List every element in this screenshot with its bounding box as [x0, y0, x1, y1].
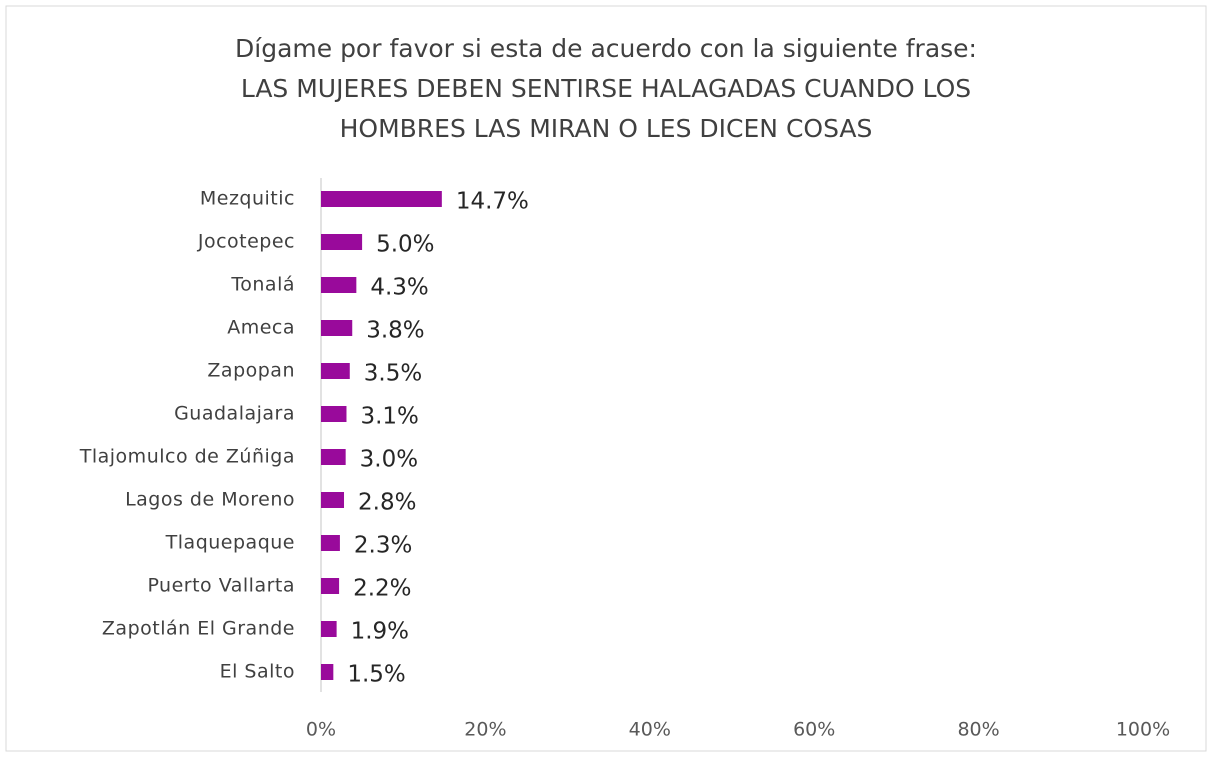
data-label: 3.5% — [364, 361, 422, 387]
x-tick-label: 40% — [629, 719, 671, 741]
bar — [321, 449, 346, 465]
data-label: 3.8% — [366, 318, 424, 344]
data-label: 5.0% — [376, 232, 434, 258]
y-tick-label: Jocotepec — [197, 231, 295, 253]
y-tick-label: Tlaquepaque — [165, 532, 295, 554]
data-label: 2.3% — [354, 533, 412, 559]
bar — [321, 320, 353, 336]
x-tick-label: 100% — [1116, 719, 1170, 741]
bar — [321, 234, 363, 250]
bar — [321, 492, 345, 508]
x-tick-label: 20% — [464, 719, 506, 741]
bar — [321, 578, 340, 594]
y-tick-label: Zapotlán El Grande — [102, 618, 295, 640]
bar — [321, 664, 334, 680]
chart-frame — [5, 5, 1207, 752]
y-tick-label: Mezquitic — [200, 188, 295, 210]
x-tick-label: 60% — [793, 719, 835, 741]
data-label: 3.1% — [360, 404, 418, 430]
chart-title: Dígame por favor si esta de acuerdo con … — [235, 34, 977, 63]
y-tick-label: Zapopan — [207, 360, 295, 382]
bar — [321, 277, 357, 293]
bar — [321, 406, 347, 422]
x-tick-label: 0% — [306, 719, 336, 741]
y-tick-label: Puerto Vallarta — [147, 575, 295, 597]
bar — [321, 621, 337, 637]
bar — [321, 363, 350, 379]
y-tick-label: Lagos de Moreno — [125, 489, 295, 511]
bar — [321, 535, 340, 551]
data-label: 2.8% — [358, 490, 416, 516]
y-tick-label: El Salto — [220, 661, 295, 683]
y-tick-label: Tlajomulco de Zúñiga — [79, 446, 295, 468]
data-label: 1.5% — [347, 662, 405, 688]
x-tick-label: 80% — [957, 719, 999, 741]
data-label: 14.7% — [456, 189, 529, 215]
chart-title: HOMBRES LAS MIRAN O LES DICEN COSAS — [340, 114, 873, 143]
bar — [321, 191, 442, 207]
y-tick-label: Tonalá — [230, 274, 295, 296]
data-label: 2.2% — [353, 576, 411, 602]
data-label: 1.9% — [351, 619, 409, 645]
y-tick-label: Ameca — [227, 317, 295, 339]
data-label: 3.0% — [360, 447, 418, 473]
data-label: 4.3% — [370, 275, 428, 301]
chart-title: LAS MUJERES DEBEN SENTIRSE HALAGADAS CUA… — [241, 74, 971, 103]
y-tick-label: Guadalajara — [174, 403, 295, 425]
